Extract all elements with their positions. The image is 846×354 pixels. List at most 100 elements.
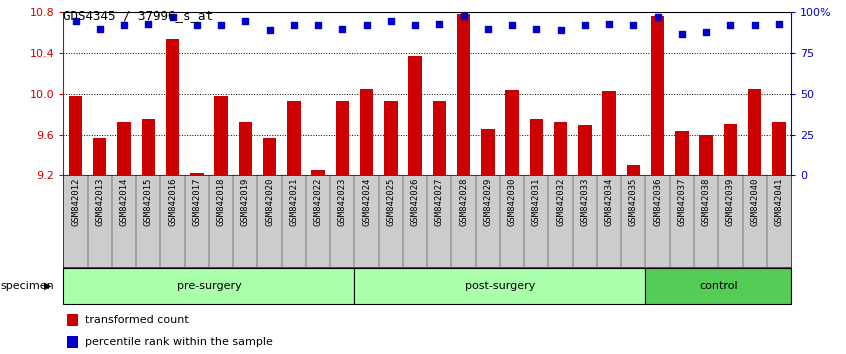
Text: GSM842036: GSM842036: [653, 178, 662, 226]
Point: [578, 23, 591, 28]
Point: [700, 29, 713, 35]
Point: [214, 23, 228, 28]
Point: [554, 28, 568, 33]
Point: [772, 21, 786, 27]
Text: GSM842027: GSM842027: [435, 178, 444, 226]
FancyBboxPatch shape: [354, 268, 645, 304]
Point: [118, 23, 131, 28]
Bar: [214, 96, 228, 175]
Bar: [772, 122, 786, 175]
Text: GSM842021: GSM842021: [289, 178, 299, 226]
Bar: [67, 314, 78, 326]
Point: [627, 23, 640, 28]
Bar: [505, 90, 519, 175]
Text: GSM842031: GSM842031: [532, 178, 541, 226]
Text: GSM842032: GSM842032: [556, 178, 565, 226]
Point: [432, 21, 446, 27]
Text: GSM842041: GSM842041: [774, 178, 783, 226]
Bar: [700, 135, 713, 175]
Text: ▶: ▶: [44, 281, 52, 291]
Bar: [311, 170, 325, 175]
Text: control: control: [699, 281, 738, 291]
Point: [360, 23, 373, 28]
Bar: [118, 122, 131, 175]
Text: GSM842037: GSM842037: [678, 178, 686, 226]
Bar: [675, 131, 689, 175]
Text: GSM842016: GSM842016: [168, 178, 177, 226]
Bar: [190, 173, 204, 175]
Text: GSM842038: GSM842038: [701, 178, 711, 226]
Point: [287, 23, 300, 28]
Text: GSM842017: GSM842017: [192, 178, 201, 226]
Point: [457, 13, 470, 18]
Text: GSM842040: GSM842040: [750, 178, 759, 226]
Bar: [457, 15, 470, 175]
Bar: [67, 336, 78, 348]
Text: GSM842034: GSM842034: [605, 178, 613, 226]
Text: GSM842013: GSM842013: [96, 178, 104, 226]
Point: [748, 23, 761, 28]
Point: [166, 15, 179, 20]
Point: [336, 26, 349, 32]
Bar: [384, 101, 398, 175]
Bar: [360, 89, 373, 175]
Point: [723, 23, 737, 28]
Text: percentile rank within the sample: percentile rank within the sample: [85, 337, 273, 347]
Point: [481, 26, 495, 32]
Bar: [432, 101, 446, 175]
Text: GSM842035: GSM842035: [629, 178, 638, 226]
Text: GSM842025: GSM842025: [387, 178, 395, 226]
Bar: [723, 124, 737, 175]
Point: [311, 23, 325, 28]
FancyBboxPatch shape: [645, 268, 791, 304]
Point: [602, 21, 616, 27]
Text: GSM842022: GSM842022: [314, 178, 322, 226]
Point: [505, 23, 519, 28]
Text: GSM842015: GSM842015: [144, 178, 153, 226]
Bar: [481, 130, 495, 175]
Point: [239, 18, 252, 23]
Point: [190, 23, 204, 28]
Bar: [166, 39, 179, 175]
Bar: [651, 17, 664, 175]
Text: GSM842029: GSM842029: [483, 178, 492, 226]
Point: [384, 18, 398, 23]
Bar: [748, 89, 761, 175]
Bar: [530, 119, 543, 175]
Bar: [141, 119, 155, 175]
Point: [530, 26, 543, 32]
Point: [93, 26, 107, 32]
Text: GSM842019: GSM842019: [241, 178, 250, 226]
Text: post-surgery: post-surgery: [464, 281, 536, 291]
Bar: [93, 138, 107, 175]
Bar: [263, 138, 277, 175]
Point: [69, 18, 82, 23]
Text: GSM842030: GSM842030: [508, 178, 517, 226]
Point: [675, 31, 689, 36]
Bar: [578, 125, 591, 175]
Bar: [627, 165, 640, 175]
Text: GDS4345 / 37996_s_at: GDS4345 / 37996_s_at: [63, 9, 213, 22]
Bar: [554, 122, 568, 175]
Text: GSM842023: GSM842023: [338, 178, 347, 226]
Bar: [287, 101, 300, 175]
Bar: [69, 96, 82, 175]
Text: GSM842039: GSM842039: [726, 178, 735, 226]
Text: GSM842028: GSM842028: [459, 178, 468, 226]
Bar: [336, 101, 349, 175]
Point: [651, 15, 664, 20]
Text: GSM842026: GSM842026: [410, 178, 420, 226]
Text: GSM842020: GSM842020: [265, 178, 274, 226]
Bar: [602, 91, 616, 175]
Text: GSM842014: GSM842014: [119, 178, 129, 226]
Text: GSM842018: GSM842018: [217, 178, 226, 226]
Text: GSM842024: GSM842024: [362, 178, 371, 226]
Text: specimen: specimen: [1, 281, 55, 291]
Bar: [409, 56, 422, 175]
Text: GSM842033: GSM842033: [580, 178, 590, 226]
FancyBboxPatch shape: [63, 268, 354, 304]
Bar: [239, 122, 252, 175]
Text: GSM842012: GSM842012: [71, 178, 80, 226]
Text: pre-surgery: pre-surgery: [177, 281, 241, 291]
Point: [263, 28, 277, 33]
